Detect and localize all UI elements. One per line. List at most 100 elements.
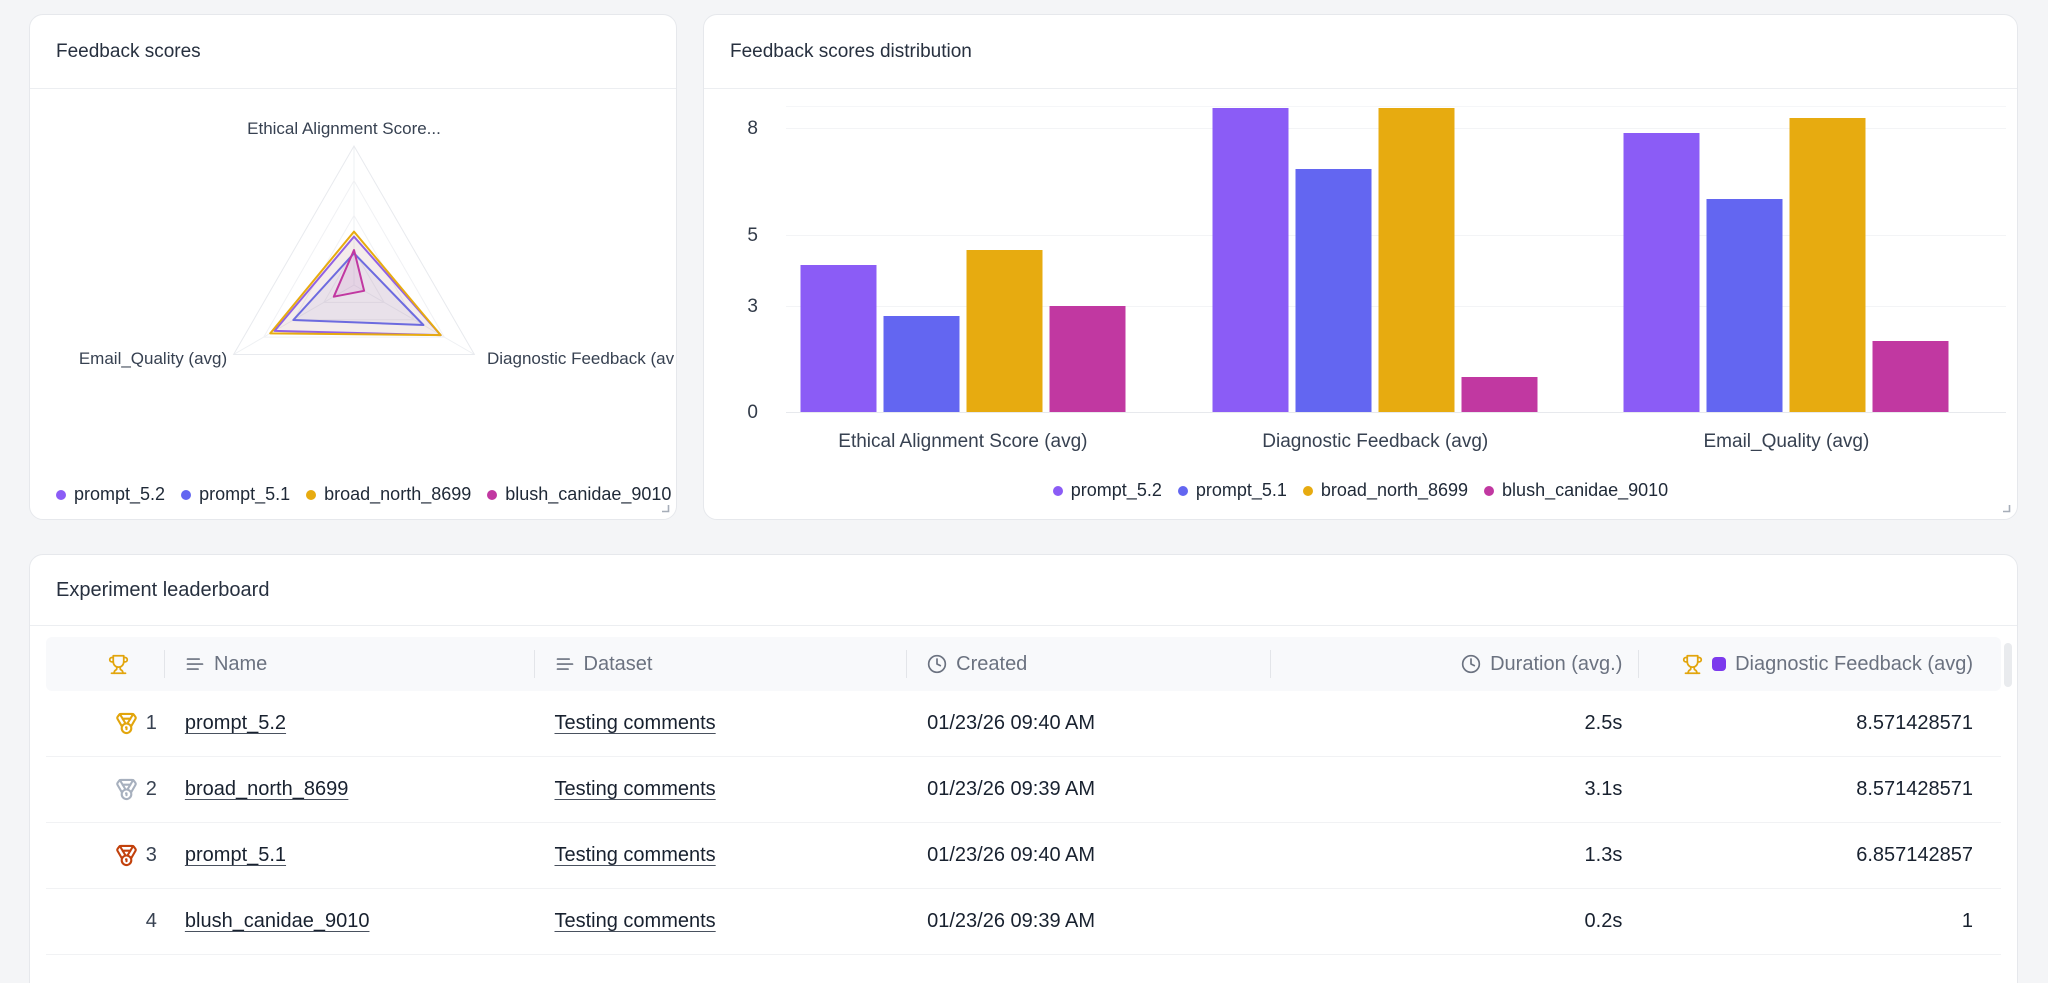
card-title: Feedback scores bbox=[56, 40, 201, 62]
legend-item-blush_canidae_9010[interactable]: blush_canidae_9010 bbox=[487, 484, 671, 505]
cell-rank: 2 bbox=[46, 778, 164, 801]
legend-label: prompt_5.1 bbox=[1195, 480, 1287, 500]
bar-prompt_5.1 bbox=[883, 315, 960, 412]
legend-dot bbox=[1302, 485, 1313, 496]
column-header-name[interactable]: Name bbox=[163, 637, 534, 691]
cell-created: 01/23/26 09:39 AM bbox=[906, 778, 1270, 801]
table-scrollbar-thumb[interactable] bbox=[2004, 643, 2012, 687]
chart-legend: prompt_5.2 prompt_5.1 broad_north_8699 blus… bbox=[704, 480, 2017, 501]
feedback-scores-card: Feedback scores Ethical Alignment Score.… bbox=[29, 14, 677, 520]
cell-diagnostic: 1 bbox=[1638, 910, 2001, 933]
name-link[interactable]: prompt_5.2 bbox=[184, 712, 287, 734]
legend-label: prompt_5.1 bbox=[199, 484, 291, 504]
text-lines-icon bbox=[555, 654, 575, 674]
legend-item-broad_north_8699[interactable]: broad_north_8699 bbox=[1302, 480, 1469, 501]
dataset-link[interactable]: Testing comments bbox=[554, 910, 716, 932]
cell-created: 01/23/26 09:40 AM bbox=[906, 712, 1270, 735]
cell-duration: 3.1s bbox=[1270, 778, 1639, 801]
legend-label: broad_north_8699 bbox=[1320, 480, 1469, 500]
cell-diagnostic-score: 6.857142857 bbox=[1856, 844, 1973, 866]
resize-handle-icon[interactable] bbox=[1998, 500, 2012, 514]
category-label: Diagnostic Feedback (avg) bbox=[1262, 431, 1489, 452]
cell-duration: 3.1s bbox=[1584, 778, 1623, 800]
cell-dataset: Testing comments bbox=[534, 910, 907, 933]
legend-item-prompt_5.2[interactable]: prompt_5.2 bbox=[56, 484, 165, 505]
bar-broad_north_8699 bbox=[1378, 107, 1455, 412]
rank-number: 3 bbox=[145, 844, 157, 866]
cell-created: 01/23/26 09:39 AM bbox=[927, 778, 1096, 800]
dataset-link[interactable]: Testing comments bbox=[554, 778, 716, 800]
column-header-label: Dataset bbox=[583, 652, 653, 675]
cell-created: 01/23/26 09:40 AM bbox=[906, 844, 1270, 867]
radar-series-broad_north_8699 bbox=[269, 230, 442, 337]
radar-series-prompt_5.1 bbox=[292, 252, 425, 326]
column-header-dataset[interactable]: Dataset bbox=[533, 637, 907, 691]
text-lines-icon bbox=[185, 654, 205, 674]
cell-diagnostic: 8.571428571 bbox=[1638, 712, 2001, 735]
legend-item-prompt_5.1[interactable]: prompt_5.1 bbox=[181, 484, 290, 505]
radar-series-blush_canidae_9010 bbox=[332, 249, 366, 298]
cell-duration: 2.5s bbox=[1584, 712, 1623, 734]
y-axis-tick-5: 5 bbox=[747, 224, 758, 246]
radar-grid-ring bbox=[262, 179, 446, 338]
leaderboard-table: Name Dataset Created Duration (avg.) Diagnos… bbox=[46, 637, 2001, 955]
legend-label: prompt_5.2 bbox=[74, 484, 166, 504]
legend-item-blush_canidae_9010[interactable]: blush_canidae_9010 bbox=[1484, 480, 1668, 501]
cell-duration: 1.3s bbox=[1270, 844, 1639, 867]
chart-legend: prompt_5.2 prompt_5.1 broad_north_8699 blus… bbox=[56, 484, 671, 505]
bar-broad_north_8699 bbox=[966, 249, 1043, 412]
column-header-rank[interactable] bbox=[46, 637, 164, 691]
name-link[interactable]: prompt_5.1 bbox=[184, 844, 287, 866]
column-header-label: Duration (avg.) bbox=[1490, 652, 1623, 675]
bar-prompt_5.1 bbox=[1295, 168, 1372, 412]
legend-dot bbox=[487, 489, 498, 500]
bar-prompt_5.2 bbox=[1212, 107, 1289, 412]
cell-created: 01/23/26 09:40 AM bbox=[927, 844, 1096, 866]
table-row[interactable]: 2 broad_north_8699 Testing comments 01/23/2… bbox=[46, 757, 2001, 823]
category-label: Ethical Alignment Score (avg) bbox=[838, 431, 1088, 452]
y-axis-tick-8: 8 bbox=[747, 118, 758, 140]
name-link[interactable]: blush_canidae_9010 bbox=[184, 910, 370, 932]
trophy-icon bbox=[1682, 654, 1703, 675]
dataset-link[interactable]: Testing comments bbox=[554, 712, 716, 734]
cell-rank: 1 bbox=[46, 712, 164, 735]
cell-dataset: Testing comments bbox=[534, 778, 907, 801]
card-title: Experiment leaderboard bbox=[56, 578, 270, 601]
column-header-duration[interactable]: Duration (avg.) bbox=[1269, 637, 1639, 691]
legend-item-prompt_5.1[interactable]: prompt_5.1 bbox=[1177, 480, 1287, 501]
legend-item-broad_north_8699[interactable]: broad_north_8699 bbox=[306, 484, 471, 505]
radar-axis-label-email: Email_Quality (avg) bbox=[78, 349, 228, 368]
bar-broad_north_8699 bbox=[1789, 117, 1866, 412]
card-header: Experiment leaderboard bbox=[30, 555, 2017, 626]
cell-diagnostic-score: 8.571428571 bbox=[1856, 712, 1973, 734]
cell-duration: 2.5s bbox=[1270, 712, 1639, 735]
legend-item-prompt_5.2[interactable]: prompt_5.2 bbox=[1052, 480, 1162, 501]
card-header: Feedback scores distribution bbox=[704, 15, 2017, 89]
table-row[interactable]: 4 blush_canidae_9010 Testing comments 01/23… bbox=[46, 889, 2001, 955]
table-row[interactable]: 1 prompt_5.2 Testing comments 01/23/26 09:4… bbox=[46, 691, 2001, 757]
cell-dataset: Testing comments bbox=[534, 712, 907, 735]
column-header-diagnostic[interactable]: Diagnostic Feedback (avg) bbox=[1638, 637, 2001, 691]
card-title: Feedback scores distribution bbox=[730, 40, 972, 62]
table-row[interactable]: 3 prompt_5.1 Testing comments 01/23/26 09:4… bbox=[46, 823, 2001, 889]
medal-icon-bronze bbox=[115, 844, 138, 867]
bar-chart-y-axis: 0 3 5 8 bbox=[704, 106, 770, 423]
column-header-created[interactable]: Created bbox=[906, 637, 1270, 691]
bar-group-3 bbox=[1623, 117, 1949, 412]
clock-icon bbox=[927, 654, 947, 674]
name-link[interactable]: broad_north_8699 bbox=[184, 778, 349, 800]
resize-handle-icon[interactable] bbox=[657, 500, 671, 514]
bar-blush_canidae_9010 bbox=[1049, 305, 1126, 412]
legend-dot bbox=[181, 489, 192, 500]
cell-name: broad_north_8699 bbox=[164, 778, 534, 801]
medal-slot-empty bbox=[115, 910, 138, 933]
legend-dot bbox=[306, 489, 317, 500]
radar-series-prompt_5.2 bbox=[273, 235, 442, 337]
column-header-label: Created bbox=[956, 652, 1028, 675]
rank-number: 4 bbox=[145, 910, 157, 932]
cell-diagnostic: 8.571428571 bbox=[1638, 778, 2001, 801]
y-axis-tick-0: 0 bbox=[747, 402, 758, 423]
dataset-link[interactable]: Testing comments bbox=[554, 844, 716, 866]
radar-grid-ring bbox=[323, 249, 385, 303]
